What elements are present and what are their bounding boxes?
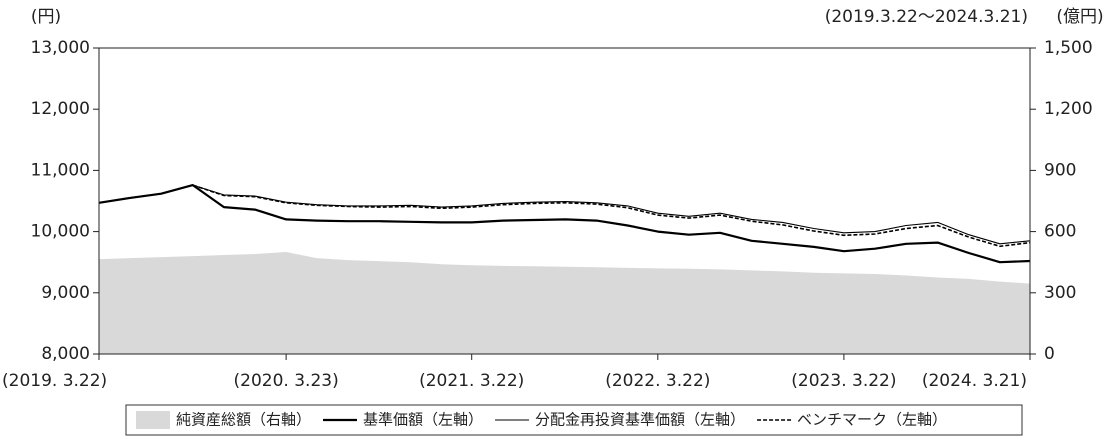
plot-frame (98, 47, 1031, 355)
y2-axis-label: (億円) (1056, 7, 1103, 27)
line (98, 184, 1031, 245)
y-tick-label: 12,000 (31, 99, 90, 119)
legend-label: 分配金再投資基準価額（左軸） (535, 411, 745, 429)
area (99, 252, 1030, 354)
y2-tick-label: 1,200 (1044, 99, 1093, 119)
x-tick-label: (2022. 3.22) (605, 371, 710, 391)
legend-label: ベンチマーク（左軸） (797, 411, 947, 429)
plot-area (98, 184, 1031, 354)
y2-tick-label: 300 (1044, 283, 1076, 303)
x-tick-label: (2019. 3.22) (2, 371, 107, 391)
x-tick-label: (2021. 3.22) (419, 371, 524, 391)
x-tick-label: (2024. 3.21) (922, 371, 1027, 391)
y2-tick-label: 900 (1044, 160, 1076, 180)
period: (2019.3.22〜2024.3.21) (825, 7, 1028, 27)
legend-swatch (136, 411, 170, 429)
y-axis-label: (円) (31, 7, 61, 27)
y-tick-label: 10,000 (31, 222, 90, 242)
y-tick-label: 8,000 (41, 344, 90, 364)
legend-label: 純資産総額（右軸） (176, 411, 311, 429)
legend: 純資産総額（右軸） 基準価額（左軸） 分配金再投資基準価額（左軸） ベンチマーク（左軸… (136, 411, 947, 429)
legend-box (125, 404, 1023, 436)
y-tick-label: 13,000 (31, 38, 90, 58)
y2-tick-label: 600 (1044, 222, 1076, 242)
line (98, 184, 1031, 264)
y-tick-label: 9,000 (41, 283, 90, 303)
y2-tick-label: 0 (1044, 344, 1055, 364)
y2-tick-label: 1,500 (1044, 38, 1093, 58)
x-tick-label: (2020. 3.23) (234, 371, 339, 391)
legend-label: 基準価額（左軸） (363, 411, 483, 429)
y-tick-label: 11,000 (31, 160, 90, 180)
x-tick-label: (2023. 3.22) (791, 371, 896, 391)
line (98, 184, 1031, 248)
